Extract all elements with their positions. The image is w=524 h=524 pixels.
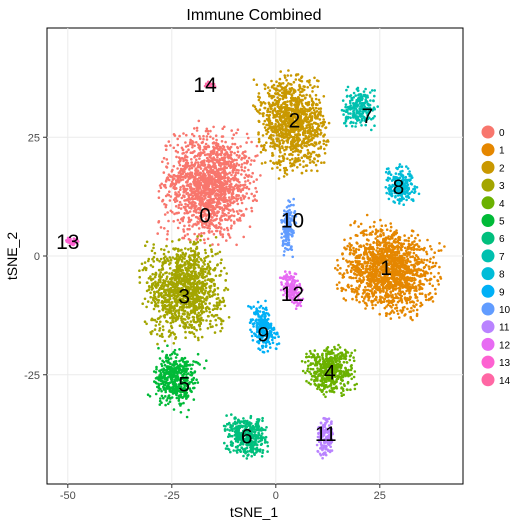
legend-key-1	[481, 143, 495, 157]
legend-label-7: 7	[499, 252, 505, 263]
cluster-label-11: 11	[315, 423, 337, 446]
cluster-label-1: 1	[380, 257, 392, 280]
legend-key-12	[481, 337, 495, 351]
cluster-5-points	[146, 344, 208, 419]
y-axis-label: tSNE_2	[4, 232, 20, 280]
cluster-label-5: 5	[178, 373, 190, 396]
legend-key-3	[481, 178, 495, 192]
cluster-10-points	[280, 197, 298, 259]
cluster-1-points	[334, 213, 446, 322]
legend-label-13: 13	[499, 358, 511, 369]
cluster-7-points	[340, 85, 380, 132]
cluster-6-points	[222, 413, 270, 460]
x-tick-label: 25	[374, 490, 386, 502]
legend-label-2: 2	[499, 163, 505, 174]
legend-key-2	[481, 160, 495, 174]
legend-key-6	[481, 231, 495, 245]
x-axis-label: tSNE_1	[230, 504, 278, 520]
cluster-3-points	[138, 234, 231, 346]
cluster-label-10: 10	[281, 209, 304, 232]
legend-label-11: 11	[499, 323, 510, 334]
legend-key-7	[481, 249, 495, 263]
cluster-13-points	[65, 236, 80, 247]
legend-label-10: 10	[499, 305, 511, 316]
cluster-2-points	[252, 69, 331, 180]
cluster-11-points	[315, 416, 335, 460]
legend-key-4	[481, 196, 495, 210]
y-tick-label: 0	[34, 251, 40, 263]
cluster-label-4: 4	[324, 361, 336, 384]
x-tick-label: 0	[273, 490, 279, 502]
y-axis-ticks: -25 0 25	[24, 132, 47, 382]
legend-label-9: 9	[499, 287, 505, 298]
legend-key-0	[481, 125, 495, 139]
legend-key-8	[481, 267, 495, 281]
cluster-label-3: 3	[178, 285, 190, 308]
legend-label-5: 5	[499, 217, 505, 228]
legend-label-4: 4	[499, 199, 505, 210]
chart-title: Immune Combined	[186, 7, 321, 24]
cluster-label-6: 6	[241, 426, 253, 449]
legend-label-8: 8	[499, 270, 505, 281]
legend-label-6: 6	[499, 234, 505, 245]
scatter-points	[65, 69, 446, 460]
cluster-0-points	[156, 119, 263, 247]
legend-key-13	[481, 355, 495, 369]
cluster-12-points	[278, 270, 305, 311]
legend-label-3: 3	[499, 181, 505, 192]
legend-label-1: 1	[499, 146, 505, 157]
cluster-label-8: 8	[393, 176, 405, 199]
legend-label-12: 12	[499, 340, 511, 351]
cluster-label-9: 9	[257, 323, 269, 346]
x-tick-label: -50	[60, 490, 76, 502]
legend-key-11	[481, 320, 495, 334]
cluster-label-14: 14	[193, 74, 217, 97]
cluster-label-7: 7	[361, 105, 373, 128]
legend-key-5	[481, 214, 495, 227]
cluster-label-2: 2	[289, 110, 301, 133]
x-tick-label: -25	[164, 490, 180, 502]
cluster-4-points	[300, 343, 359, 399]
cluster-8-points	[384, 163, 421, 206]
legend-label-14: 14	[499, 376, 511, 387]
cluster-label-13: 13	[56, 231, 79, 254]
y-tick-label: 25	[28, 132, 40, 144]
cluster-9-points	[247, 299, 281, 354]
legend-label-0: 0	[499, 128, 505, 139]
legend-key-9	[481, 284, 495, 298]
cluster-label-0: 0	[199, 205, 211, 228]
x-axis-ticks: -50 -25 0 25	[60, 484, 386, 502]
y-tick-label: -25	[24, 370, 40, 382]
legend-key-10	[481, 302, 495, 316]
cluster-label-12: 12	[281, 283, 304, 306]
cluster-14-points	[203, 80, 217, 89]
legend-key-14	[481, 373, 495, 387]
